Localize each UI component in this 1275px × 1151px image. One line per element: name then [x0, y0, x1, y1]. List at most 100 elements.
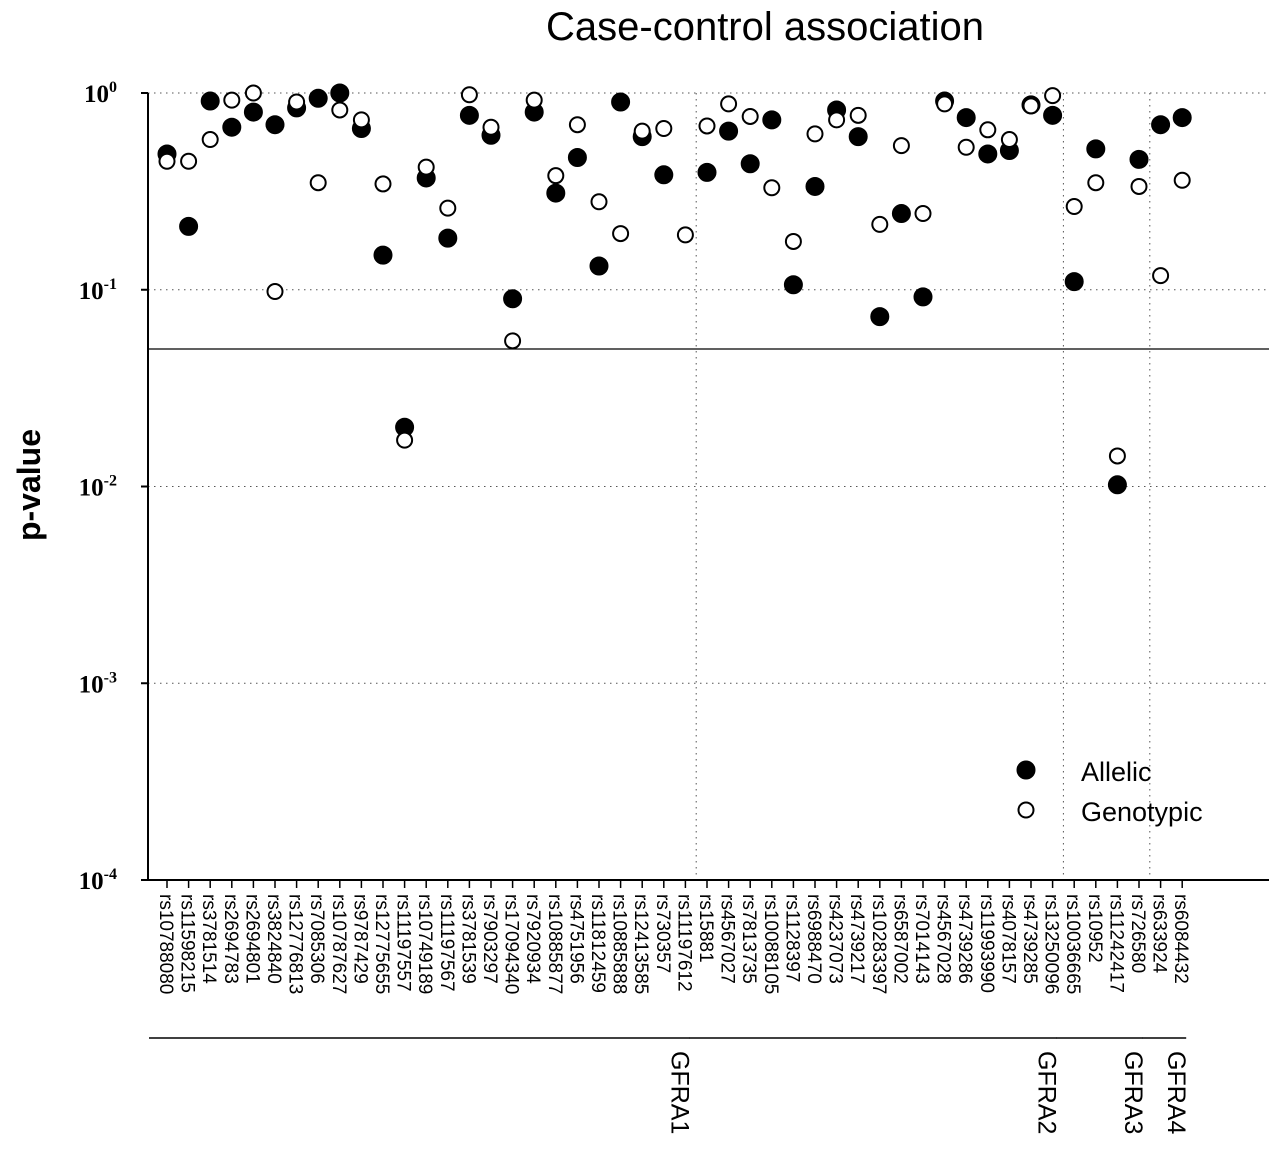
axis-layer: 100 10-1 10-2 10-3 10-4	[79, 79, 1269, 895]
snp-label: rs7920934	[522, 894, 543, 984]
genotypic-point	[871, 215, 889, 233]
genotypic-point	[1087, 174, 1105, 192]
snp-label: rs11197567	[436, 894, 457, 992]
y-tick-label: 100	[84, 79, 117, 108]
genotypic-point	[612, 225, 630, 243]
genotypic-point	[439, 199, 457, 217]
genotypic-point	[1000, 131, 1018, 149]
genotypic-point	[590, 193, 608, 211]
snp-label: rs4567027	[717, 894, 738, 984]
snp-label: rs6587002	[889, 894, 910, 984]
snp-label: rs10788080	[155, 894, 176, 994]
snp-label: rs10885877	[544, 894, 565, 994]
allelic-point	[459, 105, 479, 125]
allelic-point	[848, 127, 868, 147]
snp-label: rs10787627	[328, 894, 349, 994]
snp-label-layer: rs10788080 rs11598215 rs3781514 rs2694783 rs…	[155, 894, 1191, 994]
snp-label: rs12413585	[630, 894, 651, 994]
snp-label: rs10283397	[868, 894, 889, 994]
snp-label: rs4739286	[954, 894, 975, 984]
snp-label: rs4739285	[1019, 894, 1040, 984]
allelic-point	[805, 176, 825, 196]
snp-label: rs11993990	[976, 894, 997, 993]
genotypic-point	[396, 431, 414, 449]
genotypic-point	[698, 117, 716, 135]
snp-label: rs726580	[1127, 894, 1148, 973]
snp-label: rs633924	[1149, 894, 1170, 974]
snp-label: rs17094340	[501, 894, 522, 994]
allelic-point	[1151, 115, 1171, 135]
allelic-point	[243, 102, 263, 122]
y-tick-label: 10-2	[79, 473, 117, 502]
allelic-point	[978, 144, 998, 164]
genotypic-point	[374, 175, 392, 193]
y-tick-label: 10-3	[79, 669, 117, 698]
genotypic-point	[504, 332, 522, 350]
allelic-point	[654, 165, 674, 185]
genotypic-point	[1152, 267, 1170, 285]
snp-label: rs4739217	[846, 894, 867, 984]
snp-label: rs4237073	[825, 894, 846, 984]
genotypic-point	[331, 101, 349, 119]
allelic-point	[697, 162, 717, 182]
gene-label: GFRA2	[1033, 1051, 1061, 1134]
allelic-point	[891, 204, 911, 224]
snp-label: rs15881	[695, 894, 716, 963]
genotypic-point	[547, 167, 565, 185]
snp-label: rs4078157	[997, 894, 1018, 984]
point-layer	[157, 83, 1192, 495]
genotypic-point	[158, 152, 176, 170]
genotypic-point	[655, 120, 673, 138]
snp-label: rs3781539	[457, 894, 478, 984]
chart-title: Case-control association	[546, 5, 984, 49]
allelic-point	[546, 183, 566, 203]
snp-label: rs10885888	[609, 894, 630, 994]
genotypic-point	[482, 118, 500, 136]
snp-label: rs9787429	[349, 894, 370, 984]
snp-label: rs11242417	[1105, 894, 1126, 993]
genotypic-point	[784, 232, 802, 250]
snp-label: rs7014143	[911, 894, 932, 984]
snp-label: rs4567028	[933, 894, 954, 984]
allelic-point	[1086, 139, 1106, 159]
snp-label: rs11812459	[587, 894, 608, 993]
genotypic-point	[244, 84, 262, 102]
genotypic-point	[633, 122, 651, 140]
genotypic-point	[1022, 97, 1040, 115]
genotypic-point	[957, 138, 975, 156]
genotypic-point	[849, 106, 867, 124]
allelic-point	[719, 121, 739, 141]
snp-label: rs7903297	[479, 894, 500, 984]
genotypic-point	[763, 179, 781, 197]
allelic-point	[567, 148, 587, 168]
genotypic-point	[288, 93, 306, 111]
genotypic-point	[352, 111, 370, 129]
genotypic-point	[979, 121, 997, 139]
allelic-point	[1129, 149, 1149, 169]
genotypic-point	[1173, 171, 1191, 189]
genotypic-point	[460, 86, 478, 104]
legend: Allelic Genotypic	[1016, 757, 1203, 827]
genotypic-point	[417, 158, 435, 176]
legend-allelic-label: Allelic	[1081, 757, 1152, 787]
genotypic-point	[1044, 87, 1062, 105]
genotypic-point	[1065, 197, 1083, 215]
allelic-point	[265, 115, 285, 135]
allelic-point	[373, 245, 393, 265]
genotypic-point	[720, 95, 738, 113]
gene-label: GFRA4	[1162, 1051, 1190, 1134]
allelic-point	[308, 88, 328, 108]
snp-label: rs3824840	[263, 894, 284, 984]
allelic-point	[1064, 272, 1084, 292]
snp-label: rs12775655	[371, 894, 392, 994]
allelic-point	[740, 154, 760, 174]
snp-label: rs10952	[1084, 894, 1105, 963]
genotypic-point	[892, 137, 910, 155]
allelic-point	[783, 275, 803, 295]
snp-label: rs4751956	[565, 894, 586, 984]
snp-label: rs13250096	[1041, 894, 1062, 994]
snp-label: rs11598215	[177, 894, 198, 993]
genotypic-point	[828, 111, 846, 129]
allelic-point	[611, 92, 631, 112]
